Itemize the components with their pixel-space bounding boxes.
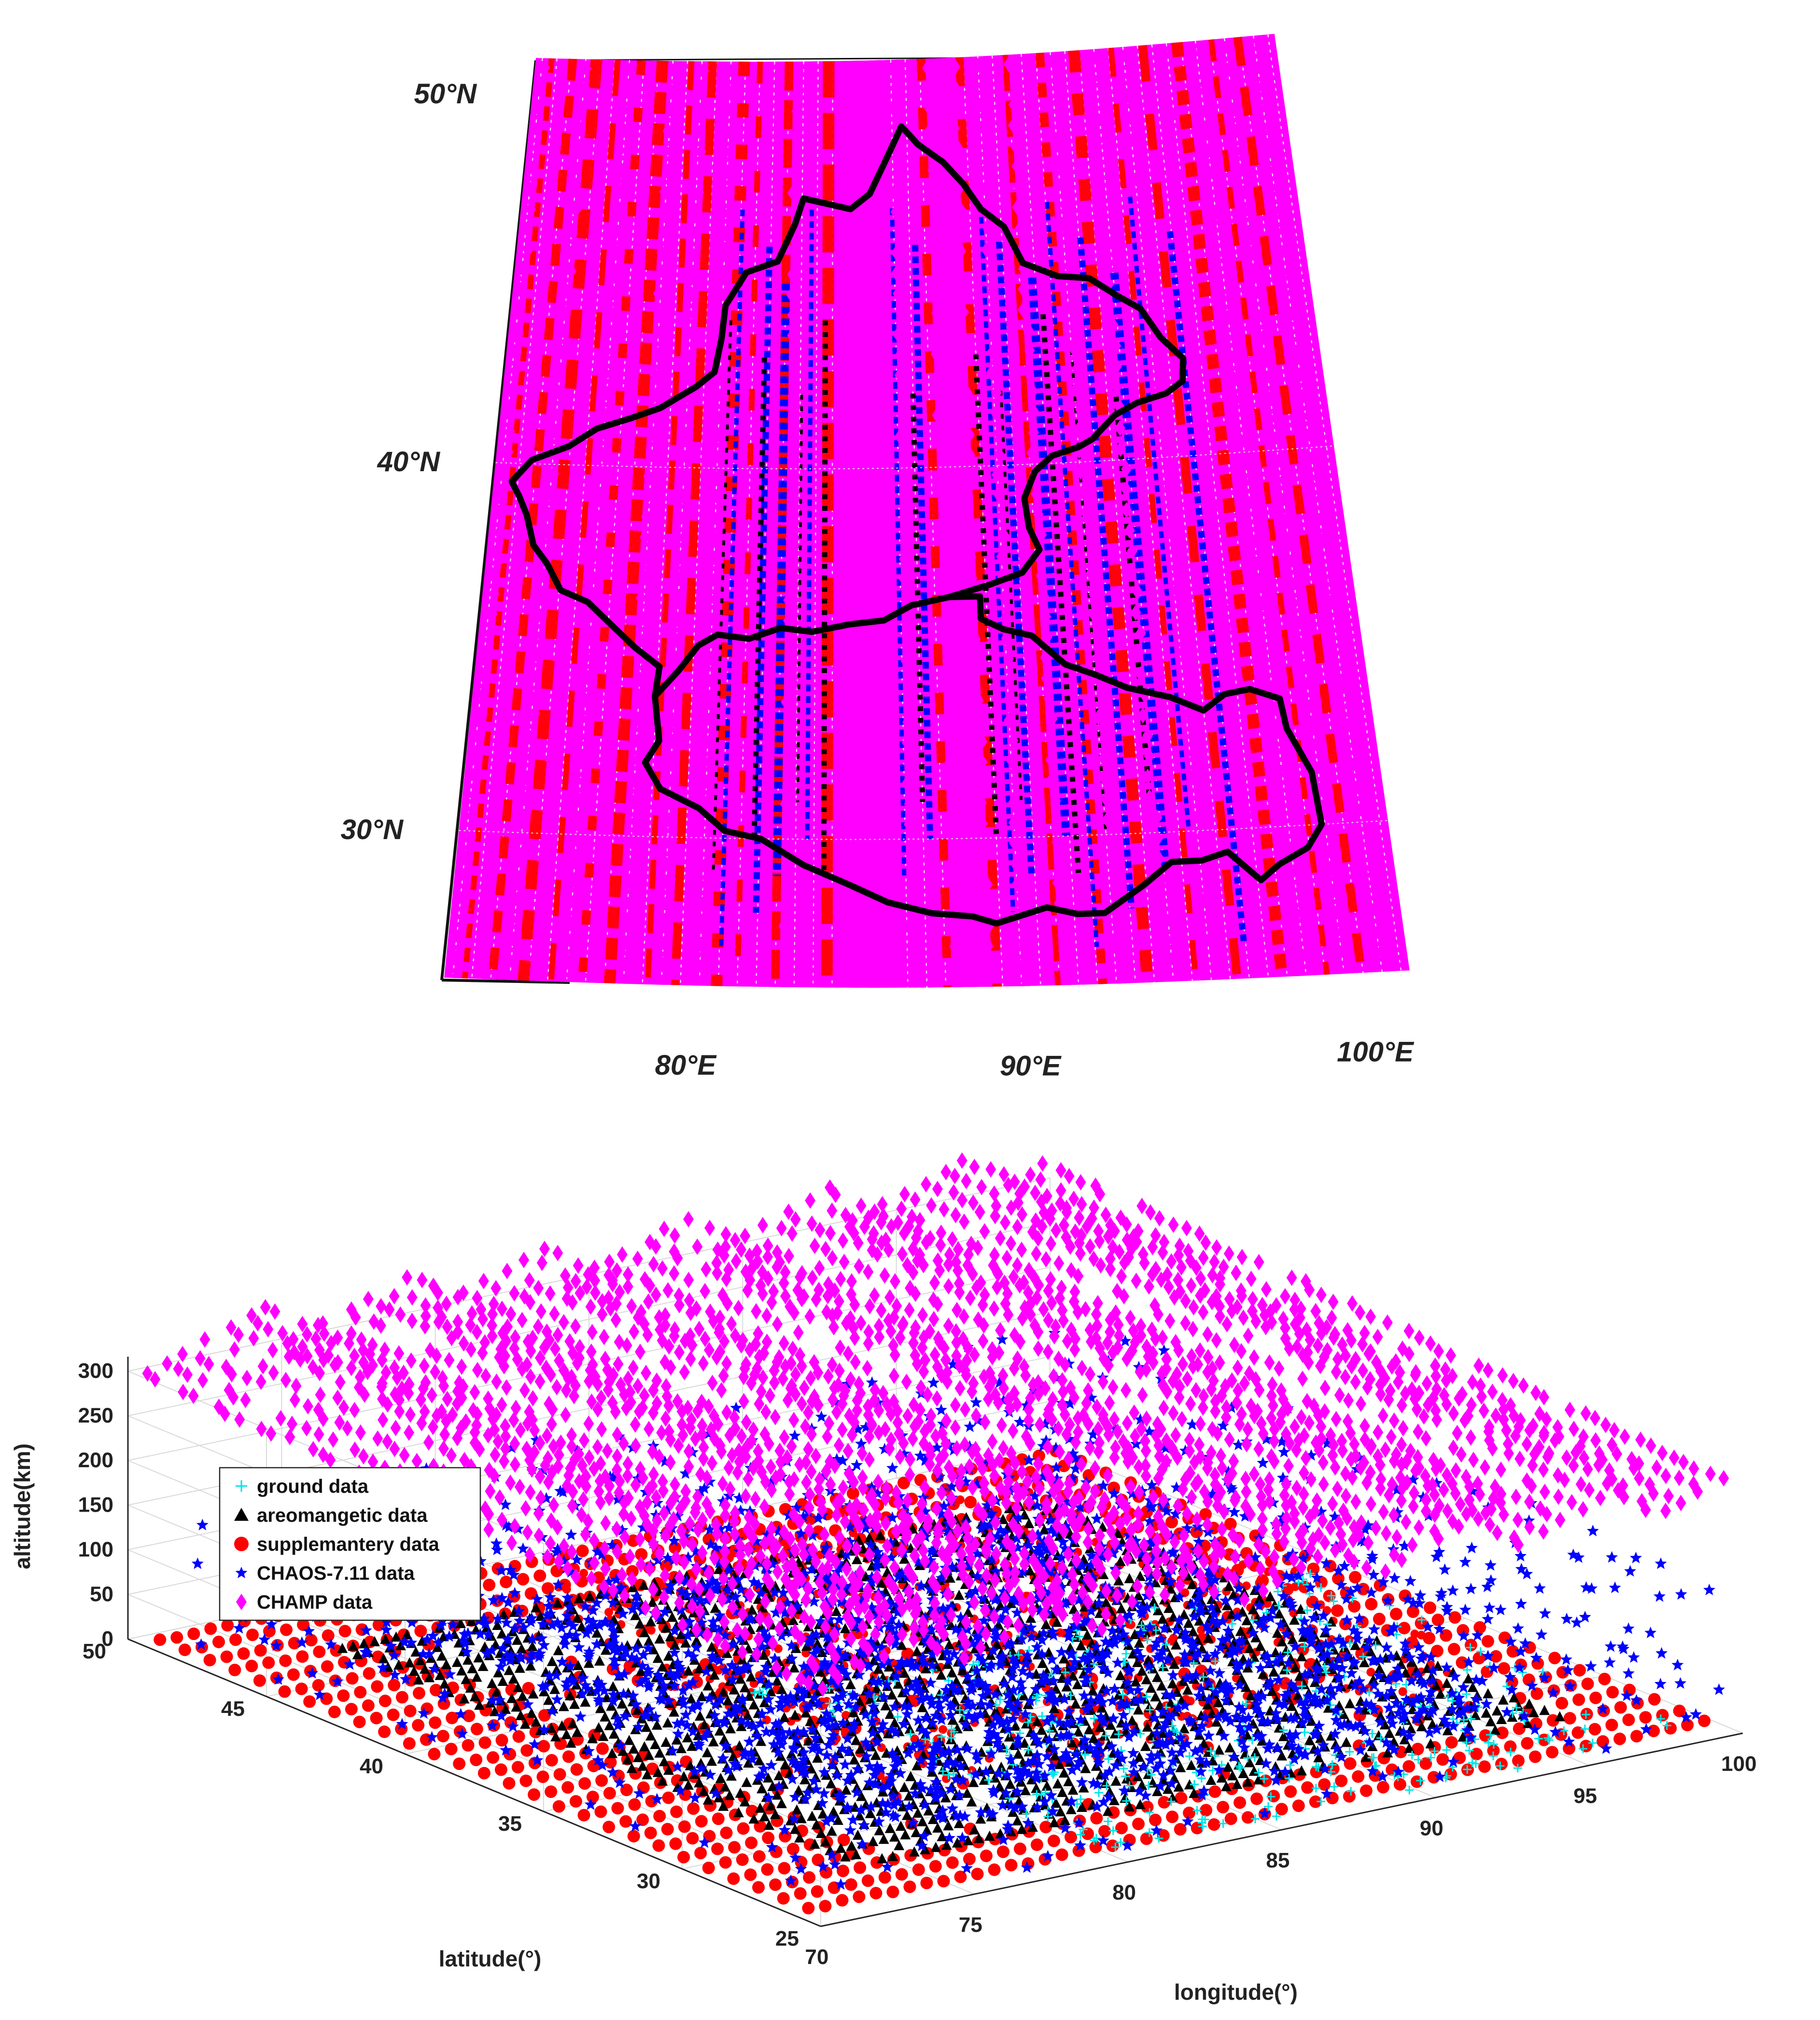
z-tick-label: 100 (78, 1538, 113, 1561)
y-tick-label: 50 (83, 1640, 106, 1663)
x-tick-label: 95 (1573, 1784, 1597, 1808)
x-tick-label: 75 (959, 1913, 982, 1936)
lat-label: 40°N (377, 446, 441, 477)
legend-item: CHAOS-7.11 data (236, 1563, 415, 1584)
y-axis-label: latitude(°) (439, 1946, 542, 1971)
x-axis-label: longitude(°) (1174, 1979, 1298, 2005)
legend-label: ground data (257, 1476, 369, 1497)
z-tick-label: 200 (78, 1448, 113, 1472)
legend-item: areomangetic data (234, 1505, 428, 1526)
y-tick-label: 35 (498, 1812, 522, 1836)
z-axis-label: altitude(km) (10, 1444, 35, 1570)
y-tick-label: 30 (637, 1869, 660, 1893)
map-tracks (444, 34, 1410, 996)
legend-item: CHAMP data (236, 1592, 373, 1613)
x-tick-label: 90 (1420, 1816, 1443, 1840)
lon-label: 90°E (1000, 1050, 1062, 1081)
z-tick-label: 300 (78, 1359, 113, 1383)
lat-label: 30°N (341, 814, 404, 845)
y-tick-label: 40 (360, 1754, 383, 1778)
z-tick-label: 50 (90, 1583, 113, 1606)
legend-label: supplemantery data (257, 1534, 440, 1555)
lon-label: 100°E (1337, 1037, 1414, 1068)
legend-item: supplemantery data (234, 1534, 440, 1555)
map-panel: 50°N 40°N 30°N 80°E 90°E 100°E (341, 34, 1415, 1081)
lat-label: 50°N (414, 78, 477, 110)
legend-label: areomangetic data (257, 1505, 428, 1526)
y-tick-label: 25 (775, 1927, 799, 1950)
z-tick-label: 250 (78, 1404, 113, 1428)
x-tick-label: 80 (1112, 1881, 1136, 1905)
legend-label: CHAMP data (257, 1592, 373, 1613)
legend-label: CHAOS-7.11 data (257, 1563, 415, 1584)
x-tick-label: 85 (1266, 1849, 1290, 1872)
y-tick-label: 45 (221, 1697, 245, 1721)
panel-3d: 0501001502002503002530354045507075808590… (10, 1152, 1757, 2005)
z-tick-label: 150 (78, 1493, 113, 1517)
legend[interactable]: ground data areomangetic data supplemanter… (220, 1468, 480, 1620)
x-tick-label: 70 (805, 1945, 829, 1969)
x-tick-label: 100 (1721, 1752, 1756, 1776)
lon-label: 80°E (655, 1050, 717, 1081)
